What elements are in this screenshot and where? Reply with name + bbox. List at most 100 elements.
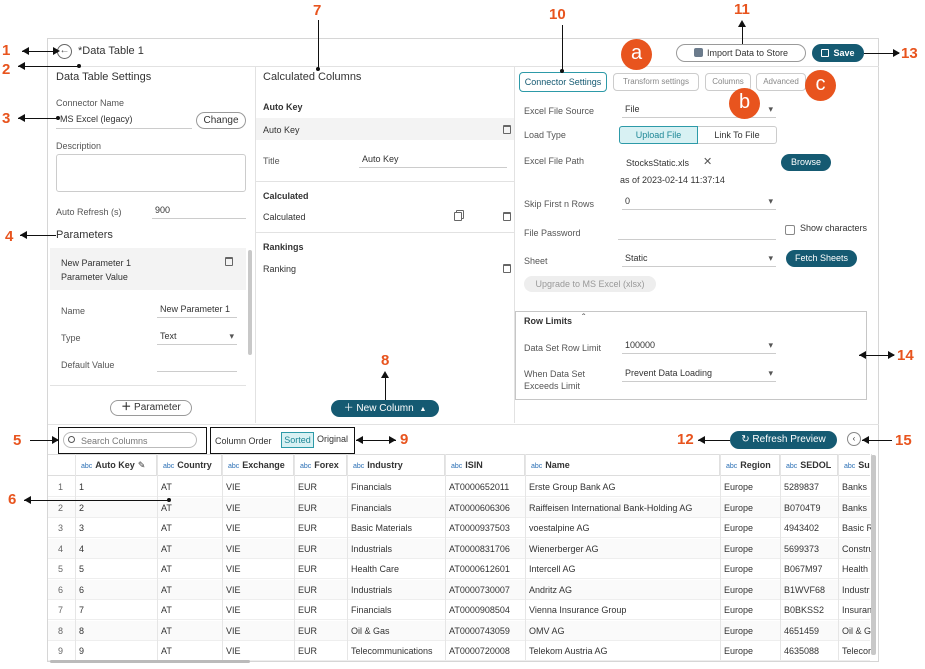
grid-vscrollbar[interactable]	[871, 455, 876, 655]
table-cell[interactable]: OMV AG	[529, 625, 565, 636]
table-cell[interactable]: Health	[842, 564, 869, 574]
column-header[interactable]: abc Industry	[347, 454, 445, 476]
table-cell[interactable]: EUR	[298, 584, 318, 595]
table-cell[interactable]: 5	[79, 564, 85, 574]
table-cell[interactable]: Europe	[724, 543, 754, 554]
auto-refresh-field[interactable]: 900	[152, 205, 246, 219]
calc-title-field[interactable]: Auto Key	[359, 154, 507, 168]
table-cell[interactable]: EUR	[298, 564, 318, 574]
trash-icon[interactable]	[225, 257, 233, 266]
table-row[interactable]	[48, 477, 870, 497]
table-cell[interactable]: Europe	[724, 564, 754, 574]
link-to-file-toggle[interactable]: Link To File	[698, 126, 777, 144]
table-cell[interactable]: VIE	[226, 482, 241, 492]
sorted-toggle[interactable]: Sorted	[281, 432, 314, 448]
table-cell[interactable]: VIE	[226, 625, 241, 636]
table-cell[interactable]: Wienerberger AG	[529, 543, 599, 554]
trash-icon[interactable]	[503, 125, 511, 134]
column-header[interactable]: abc Region	[720, 454, 780, 476]
table-cell[interactable]: EUR	[298, 625, 318, 636]
row-limit-select[interactable]: 100000	[622, 340, 776, 354]
table-cell[interactable]: Banks	[842, 502, 868, 513]
table-cell[interactable]: AT0000831706	[449, 543, 510, 554]
column-header[interactable]: abc Name	[525, 454, 720, 476]
tab-connector-settings[interactable]: Connector Settings	[519, 72, 607, 92]
table-cell[interactable]: Constru	[842, 543, 872, 554]
change-connector-button[interactable]: Change	[196, 112, 246, 129]
trash-icon[interactable]	[503, 264, 511, 273]
table-cell[interactable]: Financials	[351, 502, 392, 513]
table-cell[interactable]: Industrials	[351, 584, 393, 595]
search-input[interactable]	[63, 432, 197, 448]
table-cell[interactable]: AT0000908504	[449, 605, 510, 615]
table-cell[interactable]: 6	[79, 584, 85, 595]
row-limits-title[interactable]: Row Limits	[524, 316, 573, 326]
ranking-item[interactable]: Ranking	[263, 264, 297, 274]
column-header[interactable]: abc Su	[838, 454, 872, 476]
chevron-up-icon[interactable]: ˆ	[582, 313, 586, 324]
table-cell[interactable]: AT	[161, 646, 172, 656]
column-header[interactable]: abc SEDOL	[780, 454, 838, 476]
table-cell[interactable]: AT0000937503	[449, 523, 510, 533]
upgrade-button[interactable]: Upgrade to MS Excel (xlsx)	[524, 276, 656, 292]
import-data-button[interactable]: Import Data to Store	[676, 44, 806, 62]
table-cell[interactable]: Telecommunications	[351, 646, 433, 656]
column-header[interactable]: abc ISIN	[445, 454, 525, 476]
grid-hscrollbar[interactable]	[50, 660, 250, 663]
table-cell[interactable]: B0BKSS2	[784, 605, 825, 615]
table-cell[interactable]: EUR	[298, 482, 318, 492]
table-cell[interactable]: Financials	[351, 605, 392, 615]
table-cell[interactable]: Oil & G	[842, 625, 872, 636]
table-row[interactable]	[48, 518, 870, 538]
table-row[interactable]	[48, 538, 870, 559]
tab-columns[interactable]: Columns	[705, 73, 751, 91]
tab-advanced[interactable]: Advanced	[756, 73, 806, 91]
param-default-field[interactable]	[157, 358, 237, 372]
column-header[interactable]: abc Country	[157, 454, 222, 476]
column-header[interactable]: abc Exchange	[222, 454, 294, 476]
table-cell[interactable]: B0704T9	[784, 502, 821, 513]
table-cell[interactable]: Telekom Austria AG	[529, 646, 608, 656]
collapse-button[interactable]: ‹	[847, 432, 861, 446]
table-cell[interactable]: 2	[79, 502, 85, 513]
table-cell[interactable]: AT	[161, 482, 172, 492]
table-row[interactable]	[48, 497, 870, 518]
table-cell[interactable]: Oil & Gas	[351, 625, 390, 636]
table-cell[interactable]: Vienna Insurance Group	[529, 605, 627, 615]
table-cell[interactable]: Europe	[724, 523, 754, 533]
table-cell[interactable]: 4635088	[784, 646, 820, 656]
edit-icon[interactable]: ✎	[137, 460, 146, 470]
close-icon[interactable]: ✕	[703, 156, 713, 168]
column-header[interactable]: abc Auto Key ✎	[75, 454, 157, 476]
trash-icon[interactable]	[503, 212, 511, 221]
parameters-scrollbar[interactable]	[248, 250, 252, 355]
exceeds-select[interactable]: Prevent Data Loading	[622, 368, 776, 382]
table-cell[interactable]: EUR	[298, 543, 318, 554]
table-cell[interactable]: voestalpine AG	[529, 523, 590, 533]
table-cell[interactable]: VIE	[226, 584, 241, 595]
table-cell[interactable]: VIE	[226, 605, 241, 615]
table-cell[interactable]: 3	[79, 523, 85, 533]
table-row[interactable]	[48, 559, 870, 579]
table-cell[interactable]: Intercell AG	[529, 564, 576, 574]
table-row[interactable]	[48, 641, 870, 661]
table-cell[interactable]: EUR	[298, 523, 318, 533]
table-cell[interactable]: AT	[161, 543, 172, 554]
column-header[interactable]: abc Forex	[294, 454, 347, 476]
table-cell[interactable]: 9	[79, 646, 85, 656]
table-cell[interactable]: AT0000720008	[449, 646, 510, 656]
new-column-button[interactable]: ＋ New Column ▲	[331, 400, 439, 417]
table-cell[interactable]: Europe	[724, 502, 754, 513]
table-cell[interactable]: AT	[161, 625, 172, 636]
table-cell[interactable]: VIE	[226, 543, 241, 554]
refresh-preview-button[interactable]: ↻ Refresh Preview	[730, 431, 837, 449]
table-cell[interactable]: EUR	[298, 502, 318, 513]
table-cell[interactable]: Europe	[724, 584, 754, 595]
table-cell[interactable]: B1WVF68	[784, 584, 826, 595]
table-cell[interactable]: AT0000743059	[449, 625, 510, 636]
table-cell[interactable]: Insuran	[842, 605, 872, 615]
description-textarea[interactable]	[56, 154, 246, 192]
upload-file-toggle[interactable]: Upload File	[619, 126, 698, 144]
table-cell[interactable]: AT0000612601	[449, 564, 510, 574]
table-cell[interactable]: AT	[161, 523, 172, 533]
